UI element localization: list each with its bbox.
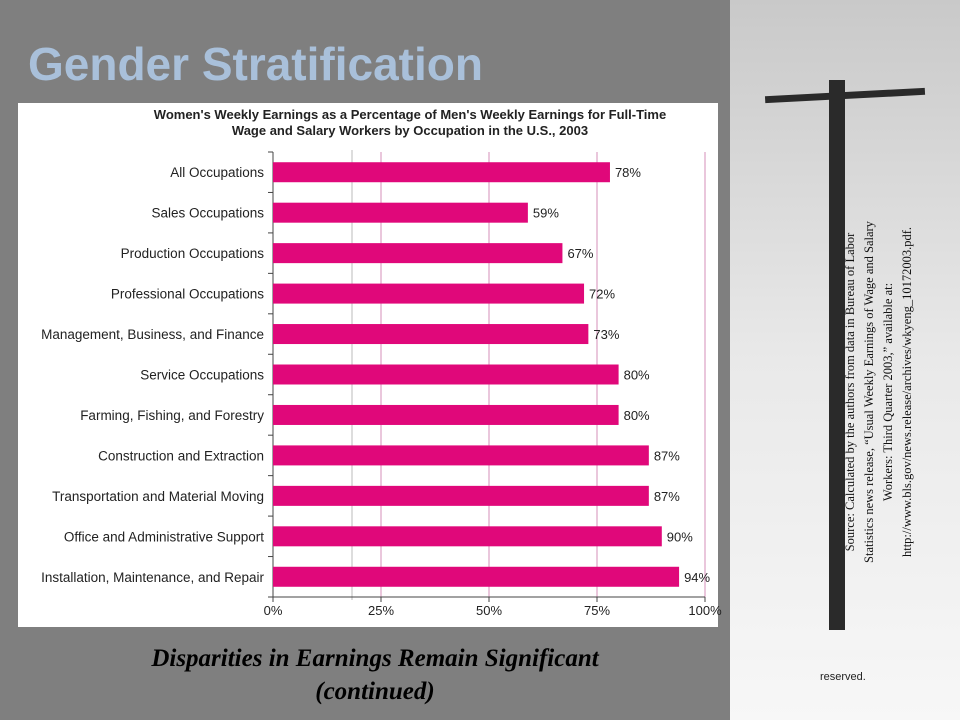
bar [273,364,619,385]
chart-title: Women's Weekly Earnings as a Percentage … [154,107,666,122]
bar [273,162,610,183]
y-tick-label: Professional Occupations [111,287,264,302]
value-label: 87% [654,448,680,463]
value-label: 78% [615,165,641,180]
value-label: 80% [624,368,650,383]
bar [273,404,619,425]
value-label: 94% [684,570,710,585]
value-label: 67% [567,246,593,261]
x-tick-label: 25% [368,603,394,618]
value-label: 80% [624,408,650,423]
source-line: Source: Calculated by the authors from d… [843,232,857,551]
source-line: http://www.bls.gov/news.release/archives… [900,227,914,557]
bar [273,485,649,506]
slide-title: Gender Stratification [28,38,483,90]
y-tick-label: Transportation and Material Moving [52,489,264,504]
bar [273,324,589,345]
footer: reserved. [820,671,866,683]
y-tick-label: Office and Administrative Support [64,529,264,544]
y-tick-label: Construction and Extraction [98,448,264,463]
bar [273,243,563,264]
pole [829,80,845,630]
value-label: 73% [593,327,619,342]
value-label: 87% [654,489,680,504]
caption: (continued) [315,678,434,705]
value-label: 90% [667,529,693,544]
source-line: Statistics news release, “Usual Weekly E… [862,220,876,563]
bar [273,283,585,304]
chart-title: Wage and Salary Workers by Occupation in… [232,123,588,138]
bar [273,445,649,466]
bar [273,526,662,547]
x-tick-label: 75% [584,603,610,618]
plot: 0% 25% 50% 75% 100% All Occupations 78% Sales O… [41,151,722,618]
value-label: 72% [589,287,615,302]
y-tick-label: All Occupations [170,165,264,180]
value-label: 59% [533,206,559,221]
y-tick-label: Production Occupations [121,246,265,261]
y-tick-label: Management, Business, and Finance [41,327,264,342]
bar [273,566,680,587]
caption: Disparities in Earnings Remain Significa… [150,645,599,672]
bar [273,202,528,223]
source-line: Workers: Third Quarter 2003,” available … [881,283,895,501]
y-tick-label: Service Occupations [140,368,264,383]
y-tick-label: Installation, Maintenance, and Repair [41,570,264,585]
x-tick-label: 100% [688,603,722,618]
y-tick-label: Sales Occupations [151,206,264,221]
source-note: Source: Calculated by the authors from d… [843,220,914,563]
y-tick-label: Farming, Fishing, and Forestry [80,408,264,423]
crossbar [764,87,926,104]
x-tick-label: 50% [476,603,502,618]
x-tick-label: 0% [264,603,283,618]
